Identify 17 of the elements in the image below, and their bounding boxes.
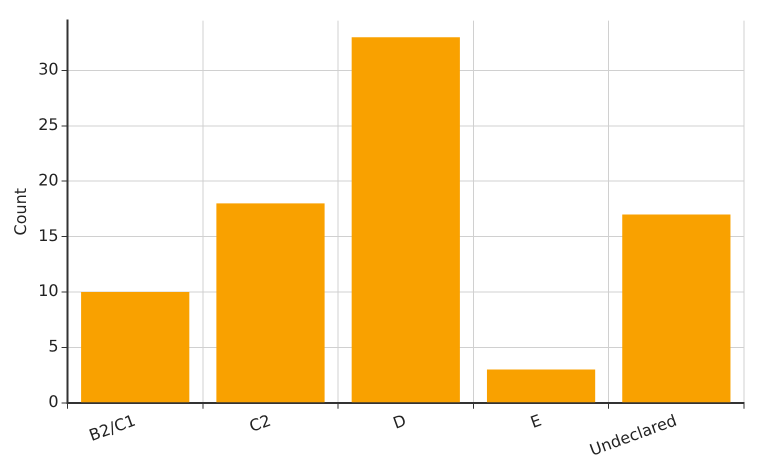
y-tick-label: 25 [38,114,59,134]
bar [622,214,730,402]
y-tick-label: 5 [48,336,59,356]
bar [216,203,325,402]
bar [352,37,460,402]
bar [486,370,596,402]
y-tick-label: 30 [38,60,59,79]
x-tick-label: C2 [246,410,274,436]
y-tick-label: 0 [48,392,59,411]
bar [81,292,190,402]
y-tick-label: 20 [38,170,59,190]
y-axis-title: Count [10,188,30,236]
y-tick-label: 10 [38,281,59,300]
y-tick-label: 15 [38,226,59,245]
x-tick-label: B2/C1 [86,410,138,445]
x-tick-label: D [390,410,409,433]
x-tick-label: E [528,410,544,432]
